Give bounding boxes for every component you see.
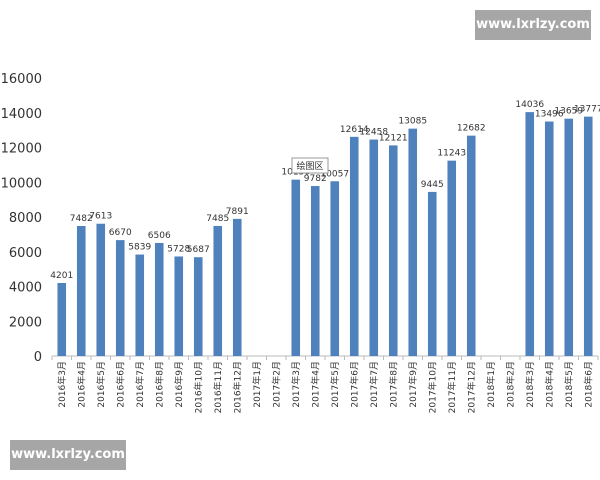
- data-label: 12121: [379, 133, 408, 143]
- bar: [310, 186, 320, 356]
- data-label: 13659: [554, 107, 583, 117]
- bar: [388, 145, 398, 356]
- y-tick-label: 4000: [9, 281, 42, 296]
- x-tick-label: 2017年4月: [309, 361, 321, 408]
- y-tick-label: 8000: [9, 211, 42, 226]
- x-tick-label: 2016年5月: [95, 361, 107, 408]
- data-label: 7891: [226, 207, 249, 217]
- data-label: 9782: [304, 174, 327, 184]
- data-label: 5687: [187, 245, 210, 255]
- x-tick-label: 2017年10月: [426, 361, 438, 413]
- data-label: 12458: [359, 128, 388, 138]
- data-label: 6506: [148, 231, 171, 241]
- bar: [154, 242, 164, 356]
- data-label: 5728: [167, 244, 190, 254]
- x-tick-label: 2016年7月: [134, 361, 146, 408]
- x-tick-label: 2016年10月: [192, 361, 204, 413]
- bar: [115, 240, 125, 356]
- bar: [57, 283, 67, 356]
- tooltip-box: [291, 157, 329, 174]
- watermark: www.lxrlzy.com: [475, 10, 591, 40]
- x-tick-label: 2017年7月: [368, 361, 380, 408]
- data-label: 7485: [206, 214, 229, 224]
- y-tick-label: 12000: [1, 142, 42, 157]
- x-tick-label: 2017年6月: [348, 361, 360, 408]
- x-tick-label: 2016年6月: [114, 361, 126, 408]
- bar: [330, 181, 340, 356]
- y-tick-label: 10000: [1, 176, 42, 191]
- x-tick-label: 2016年12月: [231, 361, 243, 413]
- x-tick-label: 2016年8月: [153, 361, 165, 408]
- data-label: 5839: [128, 243, 151, 253]
- bar: [76, 226, 86, 356]
- bar: [466, 135, 476, 356]
- bar: [369, 139, 379, 356]
- x-tick-label: 2016年3月: [56, 361, 68, 408]
- x-tick-label: 2017年12月: [465, 361, 477, 413]
- x-tick-label: 2018年2月: [504, 361, 516, 408]
- bar: [564, 118, 574, 357]
- data-label: 12682: [457, 124, 486, 134]
- bar: [232, 218, 242, 356]
- x-tick-label: 2016年4月: [75, 361, 87, 408]
- x-tick-label: 2018年1月: [485, 361, 497, 408]
- bar: [427, 191, 437, 356]
- data-label: 6670: [109, 228, 132, 238]
- y-tick-label: 2000: [9, 315, 42, 330]
- y-tick-label: 14000: [1, 107, 42, 122]
- bar: [174, 256, 184, 356]
- x-tick-label: 2018年4月: [543, 361, 555, 408]
- data-label: 7482: [70, 214, 93, 224]
- data-label: 14036: [515, 100, 544, 110]
- tooltip: 绘图区: [296, 160, 323, 172]
- x-tick-label: 2017年11月: [446, 361, 458, 413]
- x-tick-label: 2016年11月: [212, 361, 224, 413]
- data-label: 4201: [50, 271, 73, 281]
- data-label: 9445: [421, 180, 444, 190]
- data-label: 7613: [89, 212, 112, 222]
- bar: [213, 225, 223, 356]
- x-tick-label: 2017年9月: [407, 361, 419, 408]
- x-tick-label: 2018年6月: [582, 361, 594, 408]
- x-tick-label: 2016年9月: [173, 361, 185, 408]
- data-label: 12614: [340, 125, 369, 135]
- bar: [408, 128, 418, 356]
- y-tick-label: 0: [34, 350, 42, 365]
- bar: [544, 121, 554, 356]
- data-label: 13085: [398, 117, 427, 127]
- bar: [525, 112, 535, 356]
- data-label: 10057: [320, 169, 349, 179]
- data-label: 13496: [535, 110, 564, 120]
- x-tick-label: 2018年5月: [563, 361, 575, 408]
- x-tick-label: 2017年2月: [270, 361, 282, 408]
- bar: [96, 223, 106, 356]
- x-tick-label: 2017年5月: [329, 361, 341, 408]
- data-label: 13777: [574, 105, 600, 115]
- bar: [349, 136, 359, 356]
- x-tick-label: 2018年3月: [524, 361, 536, 408]
- bar: [193, 257, 203, 356]
- bar: [291, 179, 301, 356]
- x-tick-label: 2017年3月: [290, 361, 302, 408]
- bar: [583, 116, 593, 356]
- y-tick-label: 16000: [1, 72, 42, 87]
- y-tick-label: 6000: [9, 246, 42, 261]
- bar: [135, 254, 145, 356]
- x-tick-label: 2017年1月: [251, 361, 263, 408]
- bar: [447, 160, 457, 356]
- watermark: www.lxrlzy.com: [10, 440, 126, 470]
- data-label: 11243: [437, 149, 466, 159]
- x-tick-label: 2017年8月: [387, 361, 399, 408]
